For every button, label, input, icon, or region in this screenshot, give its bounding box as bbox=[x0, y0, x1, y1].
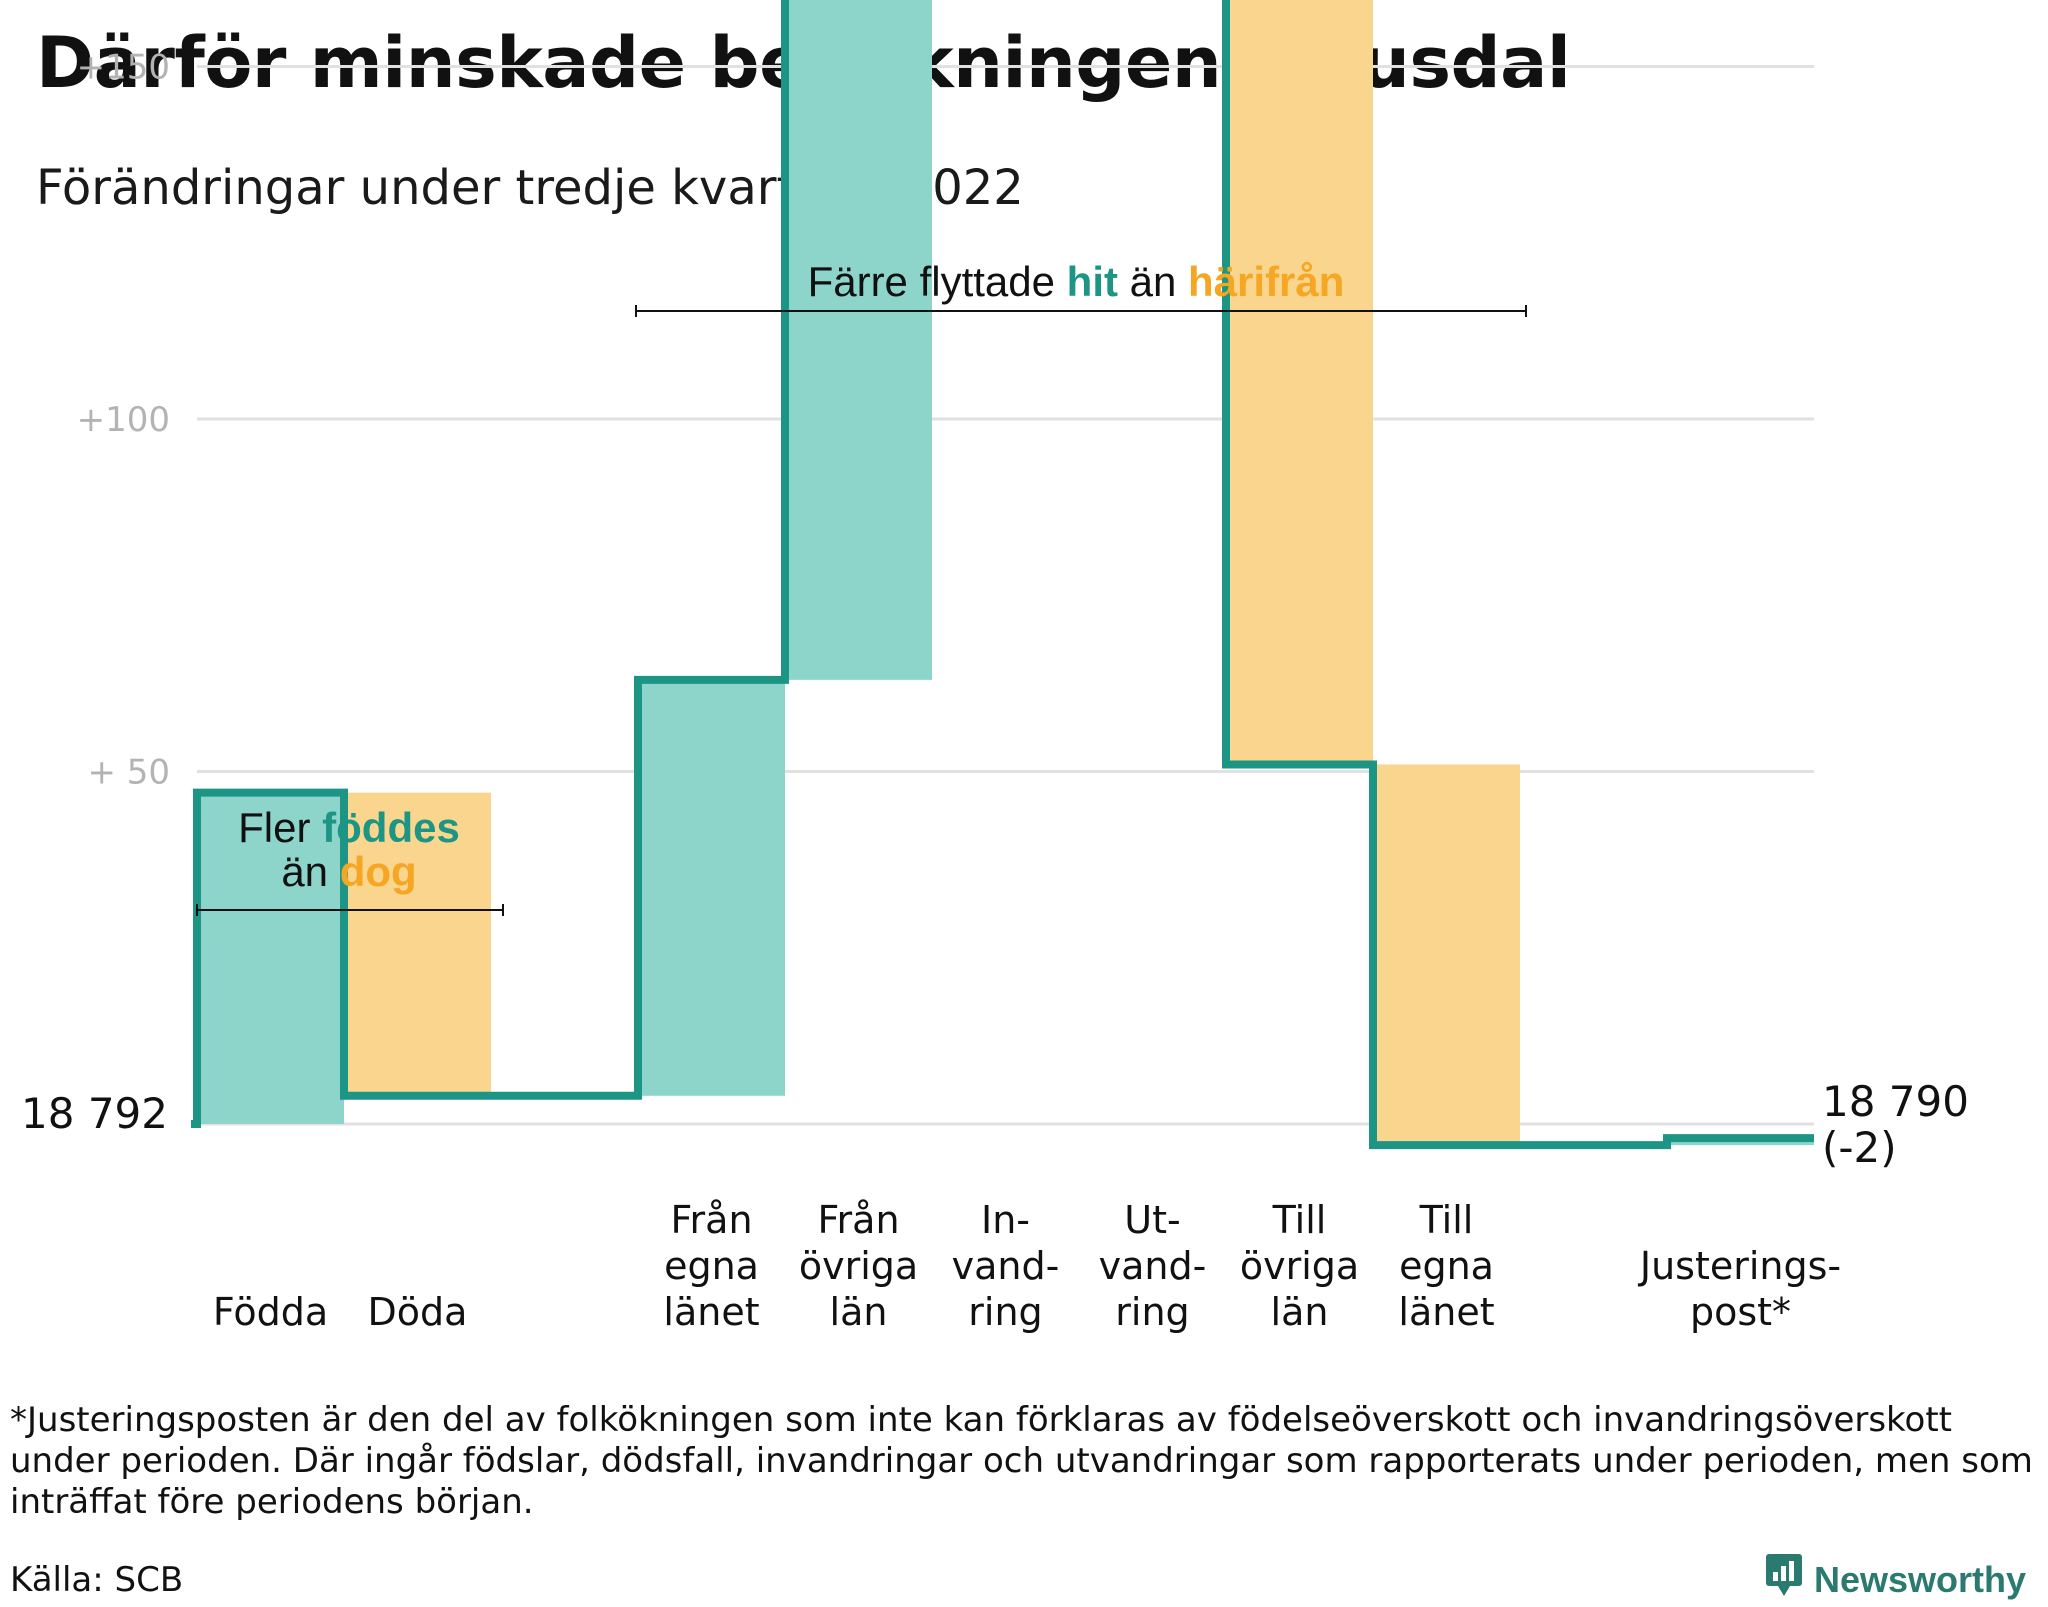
x-tick-label: post* bbox=[1690, 1290, 1791, 1334]
waterfall-bar bbox=[1226, 0, 1373, 765]
step-line bbox=[191, 0, 1814, 1150]
x-tick-label: länet bbox=[1398, 1290, 1494, 1334]
x-tick-label: län bbox=[1271, 1290, 1329, 1334]
x-tick-label: Döda bbox=[368, 1290, 468, 1334]
end-value-label: 18 790 bbox=[1822, 1077, 1969, 1126]
x-tick-label: In- bbox=[981, 1198, 1030, 1242]
newsworthy-logo-text: Newsworthy bbox=[1814, 1558, 2027, 1600]
x-tick-label: övriga bbox=[1240, 1244, 1359, 1288]
x-tick-label: länet bbox=[663, 1290, 759, 1334]
waterfall-chart: +200+150+100+ 50 FöddaDödaFrånegnalänetF… bbox=[21, 0, 1969, 1334]
x-tick-label: egna bbox=[1399, 1244, 1494, 1288]
newsworthy-logo[interactable]: Newsworthy bbox=[1764, 1552, 2026, 1607]
x-tick-label: Från bbox=[817, 1198, 899, 1242]
x-tick-label: ring bbox=[1115, 1290, 1189, 1334]
x-tick-label: Ut- bbox=[1124, 1198, 1180, 1242]
x-tick-label: egna bbox=[664, 1244, 759, 1288]
annotation-born-line1: Fler föddes bbox=[238, 804, 460, 851]
x-tick-label: Födda bbox=[213, 1290, 328, 1334]
annotation-migration: Färre flyttade hit än härifrån bbox=[808, 258, 1345, 305]
waterfall-bar bbox=[197, 792, 344, 1124]
x-tick-label: övriga bbox=[799, 1244, 918, 1288]
y-axis: +200+150+100+ 50 bbox=[77, 48, 170, 793]
x-tick-label: Från bbox=[670, 1198, 752, 1242]
start-value-label: 18 792 bbox=[21, 1089, 168, 1138]
end-change-label: (-2) bbox=[1822, 1123, 1897, 1172]
footnote: *Justeringsposten är den del av folkökni… bbox=[10, 1400, 2033, 1522]
annotation-bracket-top bbox=[635, 305, 1527, 317]
x-tick-label: Till bbox=[1419, 1198, 1474, 1242]
x-tick-label: ring bbox=[968, 1290, 1042, 1334]
waterfall-bar bbox=[344, 792, 491, 1096]
x-axis: Födda DödaFrånegnalänetFrånövrigalänIn-va… bbox=[213, 1198, 1841, 1334]
annotations: Fler föddes än dog Färre flyttade hit än… bbox=[196, 258, 1527, 916]
gridlines bbox=[197, 65, 1814, 1126]
waterfall-bar bbox=[638, 679, 785, 1096]
source-label: Källa: SCB bbox=[10, 1560, 184, 1600]
bars bbox=[197, 0, 1814, 1146]
x-tick-label: vand- bbox=[952, 1244, 1060, 1288]
y-tick-label: +150 bbox=[77, 48, 170, 88]
waterfall-bar bbox=[1373, 764, 1520, 1146]
x-tick-label: Justerings- bbox=[1638, 1244, 1841, 1288]
waterfall-bar bbox=[785, 0, 932, 680]
x-tick-label: län bbox=[830, 1290, 888, 1334]
y-tick-label: + 50 bbox=[87, 753, 170, 793]
x-tick-label: Till bbox=[1272, 1198, 1327, 1242]
newsworthy-logo-icon bbox=[1764, 1552, 1804, 1607]
annotation-bracket-left bbox=[196, 904, 504, 916]
annotation-born-line2: än dog bbox=[281, 848, 416, 895]
y-tick-label: +100 bbox=[77, 400, 170, 440]
end-labels: 18 792 18 790 (-2) bbox=[21, 1077, 1969, 1172]
x-tick-label: vand- bbox=[1099, 1244, 1207, 1288]
